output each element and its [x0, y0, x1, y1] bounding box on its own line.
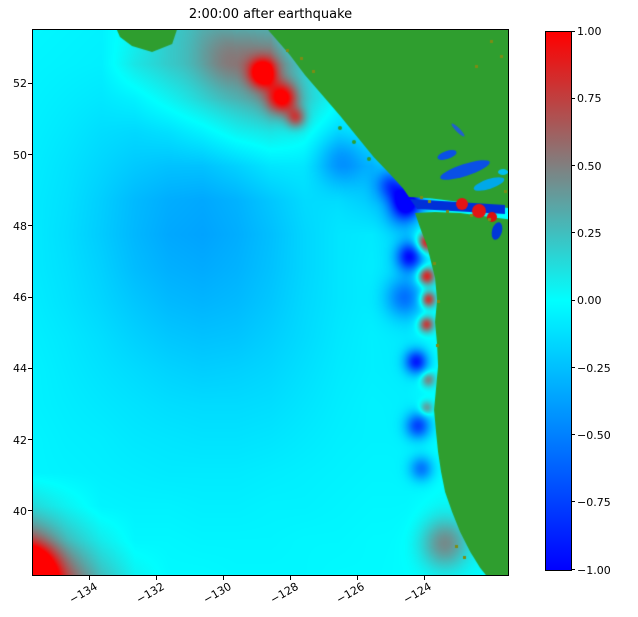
tick-mark: [571, 366, 575, 368]
y-tick-label: 50: [13, 149, 27, 162]
colorbar-tick-label: 0.25: [577, 227, 602, 240]
colorbar-tick-label: 0.75: [577, 92, 602, 105]
tick-mark: [223, 576, 225, 580]
y-tick-label: 42: [13, 434, 27, 447]
tick-mark: [571, 232, 575, 234]
tick-mark: [571, 434, 575, 435]
tick-mark: [356, 576, 358, 580]
y-tick-label: 46: [13, 291, 27, 304]
tick-mark: [571, 299, 575, 301]
colorbar: [545, 31, 572, 571]
x-tick-label: −124: [400, 580, 434, 607]
x-tick-label: −134: [66, 580, 100, 607]
tick-mark: [28, 154, 32, 156]
y-tick-label: 48: [13, 220, 27, 233]
tick-mark: [571, 568, 575, 570]
x-tick-label: −126: [333, 580, 367, 607]
tick-mark: [89, 576, 91, 580]
map-canvas: [33, 30, 508, 575]
x-tick-label: −130: [200, 580, 234, 607]
colorbar-tick-label: 1.00: [577, 25, 602, 38]
colorbar-tick-label: −1.00: [577, 564, 611, 577]
x-tick-label: −128: [267, 580, 301, 607]
plot-title: 2:00:00 after earthquake: [188, 7, 353, 22]
tick-mark: [28, 439, 32, 441]
colorbar-tick-label: −0.50: [577, 429, 611, 442]
tick-mark: [571, 165, 575, 166]
tick-mark: [28, 510, 32, 512]
tick-mark: [571, 501, 575, 503]
tick-mark: [28, 367, 32, 369]
tick-mark: [28, 82, 32, 84]
colorbar-tick-label: 0.00: [577, 294, 602, 307]
x-tick-label: −132: [133, 580, 167, 607]
tick-mark: [571, 30, 575, 32]
tick-mark: [571, 97, 575, 99]
y-tick-label: 44: [13, 362, 27, 375]
colorbar-tick-label: −0.25: [577, 362, 611, 375]
y-tick-label: 40: [13, 505, 27, 518]
tick-mark: [28, 296, 32, 298]
tick-mark: [290, 576, 292, 580]
tick-mark: [423, 576, 425, 580]
y-tick-label: 52: [13, 77, 27, 90]
tick-mark: [28, 225, 32, 227]
tick-mark: [156, 576, 158, 580]
colorbar-tick-label: −0.75: [577, 496, 611, 509]
colorbar-tick-label: 0.50: [577, 160, 602, 173]
